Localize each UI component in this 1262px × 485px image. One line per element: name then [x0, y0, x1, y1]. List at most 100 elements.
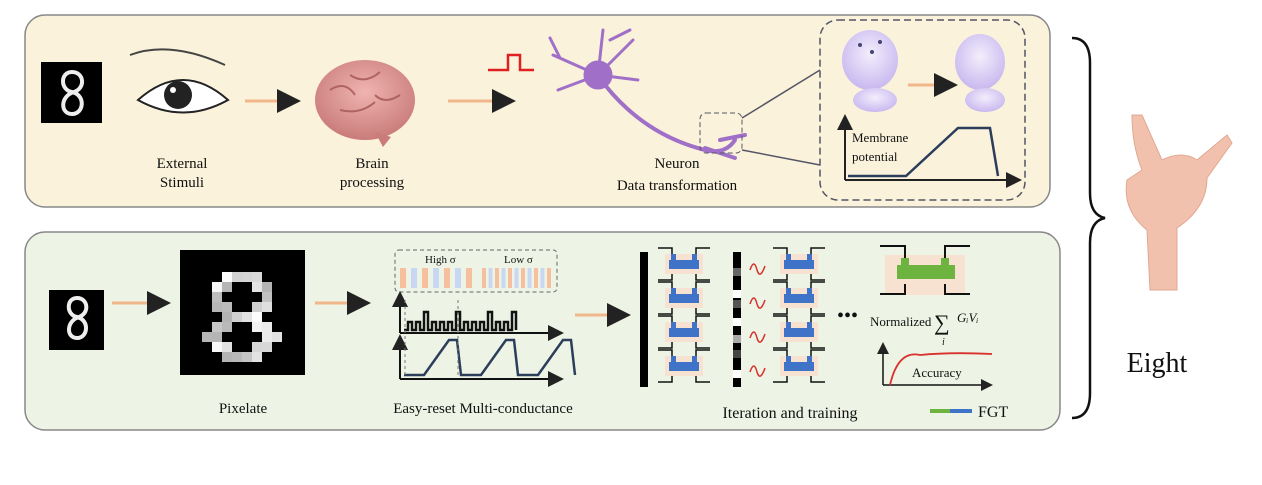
fgt-channel	[669, 362, 699, 371]
label-multi-conductance: Easy-reset Multi-conductance	[393, 401, 573, 417]
stripe	[455, 268, 461, 288]
fgt-gate	[692, 288, 697, 295]
pixel	[232, 312, 242, 322]
label-processing: processing	[340, 175, 405, 191]
label-membrane: Membrane	[852, 130, 909, 145]
pixel	[212, 332, 222, 342]
sum-term: GᵢVᵢ	[957, 310, 978, 325]
stripe	[541, 268, 545, 288]
pixel	[252, 322, 262, 332]
fgt-gate	[671, 288, 676, 295]
stripe	[466, 268, 472, 288]
label-potential: potential	[852, 149, 898, 164]
pixel	[252, 342, 262, 352]
fgt-gate	[786, 356, 791, 363]
stripe	[508, 268, 512, 288]
pixel	[272, 332, 282, 342]
pixel	[262, 322, 272, 332]
pixel	[222, 272, 232, 282]
pixel	[222, 322, 232, 332]
stripe	[528, 268, 532, 288]
pixel	[262, 342, 272, 352]
pixel	[252, 282, 262, 292]
label-stimuli: Stimuli	[160, 175, 204, 191]
fgt-channel	[669, 260, 699, 269]
label-pixelate: Pixelate	[219, 401, 268, 417]
fgt-gate	[807, 288, 812, 295]
stripe	[411, 268, 417, 288]
fgt-channel	[784, 362, 814, 371]
fgt-channel	[669, 294, 699, 303]
pixel	[252, 352, 262, 362]
pixel	[242, 272, 252, 282]
fgt-gate	[692, 254, 697, 261]
legend-fgt-label: FGT	[978, 404, 1008, 421]
pixel	[222, 312, 232, 322]
stripe	[547, 268, 551, 288]
pixel	[242, 312, 252, 322]
sum-symbol: ∑	[934, 310, 950, 335]
pixel	[232, 352, 242, 362]
stripe	[502, 268, 506, 288]
pixelated-digit-image	[180, 250, 305, 375]
fgt-gate	[692, 322, 697, 329]
top-panel: External Stimuli Brain processing Neuron…	[25, 15, 1050, 207]
hand-gesture-image	[1126, 115, 1232, 290]
stripe	[433, 268, 439, 288]
label-low-sigma: Low σ	[504, 254, 533, 266]
pixel	[212, 292, 222, 302]
digit-eight-image	[49, 290, 104, 350]
pixel	[212, 322, 222, 332]
pixel-segment	[733, 290, 741, 298]
pixel	[262, 282, 272, 292]
stripe	[515, 268, 519, 288]
ellipsis: •••	[837, 305, 858, 327]
fgt-gate	[807, 322, 812, 329]
fgt-gate	[786, 288, 791, 295]
fgt-gate	[807, 254, 812, 261]
stripe	[444, 268, 450, 288]
stripe	[521, 268, 525, 288]
label-data-transformation: Data transformation	[617, 178, 738, 194]
pixel-segment	[733, 300, 741, 308]
stripe	[400, 268, 406, 288]
pixel-segment	[733, 318, 741, 326]
pixel	[202, 332, 212, 342]
digit-eight-image	[41, 62, 102, 123]
fgt-gate	[671, 322, 676, 329]
pixel	[222, 302, 232, 312]
label-accuracy: Accuracy	[912, 365, 962, 380]
stripe	[489, 268, 493, 288]
fgt-gate	[671, 254, 676, 261]
pixel	[232, 272, 242, 282]
input-bar	[640, 252, 648, 387]
fgt-gate	[692, 356, 697, 363]
label-external: External	[157, 156, 208, 172]
pixel	[212, 342, 222, 352]
pixel	[242, 352, 252, 362]
label-brain: Brain	[355, 156, 389, 172]
pixel	[222, 342, 232, 352]
pixel	[252, 302, 262, 312]
sum-index: i	[942, 337, 945, 348]
fgt-channel	[669, 328, 699, 337]
pixel-segment	[733, 268, 741, 276]
fgt-channel	[784, 260, 814, 269]
fgt-channel	[784, 294, 814, 303]
brace	[1072, 38, 1105, 418]
label-neuron: Neuron	[655, 156, 700, 172]
pixel-segment	[733, 370, 741, 378]
pixel	[262, 302, 272, 312]
label-normalized: Normalized	[870, 314, 932, 329]
pixel	[252, 312, 262, 322]
fgt-gate	[671, 356, 676, 363]
fgt-gate	[786, 254, 791, 261]
label-iteration: Iteration and training	[722, 405, 857, 422]
label-high-sigma: High σ	[425, 254, 456, 266]
pixel-segment	[733, 350, 741, 358]
stripe	[495, 268, 499, 288]
bottom-panel: Pixelate High σ Low σ Easy-reset Multi-c…	[25, 232, 1060, 430]
stripe	[534, 268, 538, 288]
pixel	[212, 282, 222, 292]
result-label: Eight	[1127, 348, 1188, 379]
